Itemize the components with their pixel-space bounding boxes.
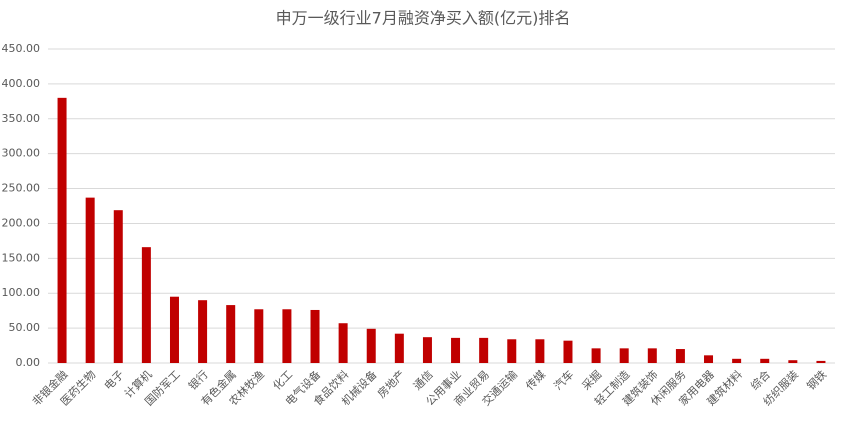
bar — [788, 360, 798, 363]
y-tick-label: 200.00 — [2, 216, 41, 229]
x-tick-label: 综合 — [748, 367, 773, 392]
bar — [282, 309, 292, 363]
x-tick-label: 电子 — [102, 368, 127, 393]
bar — [394, 333, 404, 363]
x-tick-label: 传媒 — [523, 368, 548, 393]
chart-title: 申万一级行业7月融资净买入额(亿元)排名 — [276, 9, 571, 28]
bar — [169, 296, 179, 363]
bar — [675, 349, 685, 363]
y-tick-label: 0.00 — [16, 356, 41, 369]
bar — [507, 339, 517, 363]
bar — [479, 337, 489, 363]
bar — [563, 340, 573, 363]
bar — [57, 97, 67, 363]
x-tick-label: 化工 — [270, 367, 295, 392]
x-tick-label: 汽车 — [551, 367, 576, 392]
y-tick-label: 50.00 — [9, 321, 41, 334]
bar — [760, 358, 770, 363]
x-tick-label: 通信 — [411, 368, 436, 393]
bar — [591, 348, 601, 363]
bar — [422, 337, 432, 363]
bar — [366, 328, 376, 363]
bar — [451, 337, 461, 363]
bar — [198, 300, 208, 363]
bar — [338, 323, 348, 363]
y-tick-label: 450.00 — [2, 42, 41, 55]
bar — [535, 339, 545, 363]
y-tick-label: 150.00 — [2, 251, 41, 264]
y-tick-label: 350.00 — [2, 112, 41, 125]
bar — [310, 309, 320, 363]
y-tick-label: 250.00 — [2, 182, 41, 195]
bar — [816, 360, 826, 363]
bar — [226, 305, 236, 363]
bar — [85, 197, 95, 363]
y-tick-label: 100.00 — [2, 286, 41, 299]
bar — [647, 348, 657, 363]
x-tick-label: 采掘 — [579, 367, 604, 392]
x-tick-label: 房地产 — [374, 367, 407, 400]
x-tick-label: 钢铁 — [804, 368, 829, 393]
y-tick-label: 400.00 — [2, 77, 41, 90]
bar — [254, 309, 264, 363]
y-tick-label: 300.00 — [2, 147, 41, 160]
bar — [619, 348, 629, 363]
bar — [141, 247, 151, 363]
x-tick-label: 银行 — [185, 367, 210, 392]
bar — [113, 210, 123, 363]
bar — [732, 358, 742, 363]
bar — [704, 355, 714, 363]
